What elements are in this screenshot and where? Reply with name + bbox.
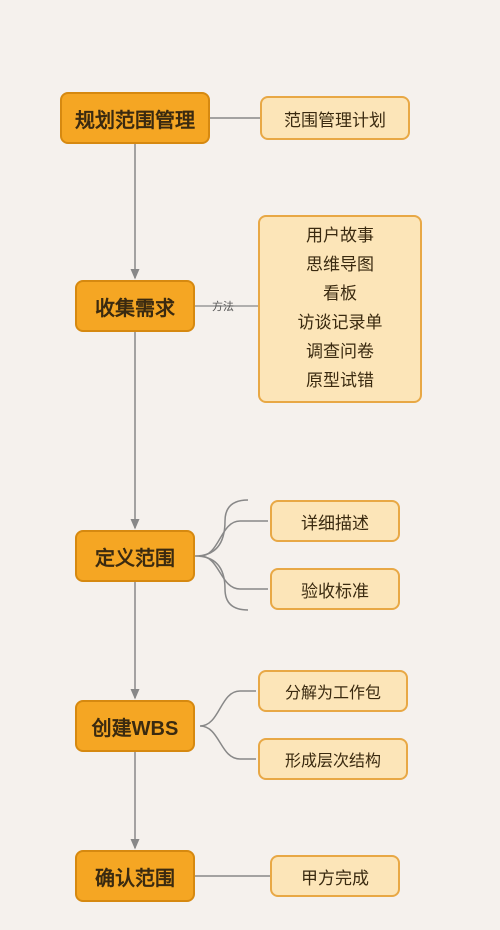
node-client-complete: 甲方完成 <box>270 855 400 897</box>
label: 验收标准 <box>301 577 369 602</box>
node-requirements-methods: 用户故事 思维导图 看板 访谈记录单 调查问卷 原型试错 <box>258 215 422 403</box>
label: 收集需求 <box>95 292 175 321</box>
line: 原型试错 <box>306 367 374 396</box>
label: 分解为工作包 <box>285 679 381 703</box>
label: 创建WBS <box>92 712 179 741</box>
line: 看板 <box>323 280 357 309</box>
label: 详细描述 <box>301 509 369 534</box>
node-detailed-description: 详细描述 <box>270 500 400 542</box>
label: 范围管理计划 <box>284 106 386 131</box>
node-define-scope: 定义范围 <box>75 530 195 582</box>
brace-n4-path <box>200 691 256 759</box>
label: 甲方完成 <box>301 864 369 889</box>
brace-n3 <box>195 500 248 610</box>
node-collect-requirements: 收集需求 <box>75 280 195 332</box>
node-create-wbs: 创建WBS <box>75 700 195 752</box>
node-acceptance-criteria: 验收标准 <box>270 568 400 610</box>
node-form-hierarchy: 形成层次结构 <box>258 738 408 780</box>
node-plan-scope-management: 规划范围管理 <box>60 92 210 144</box>
label: 规划范围管理 <box>75 104 195 133</box>
node-confirm-scope: 确认范围 <box>75 850 195 902</box>
node-scope-management-plan: 范围管理计划 <box>260 96 410 140</box>
label: 确认范围 <box>95 862 175 891</box>
label: 定义范围 <box>95 542 175 571</box>
line: 调查问卷 <box>306 338 374 367</box>
brace-n3-path <box>200 521 268 589</box>
line: 用户故事 <box>306 222 374 251</box>
edge-label-method: 方法 <box>212 298 234 314</box>
line: 访谈记录单 <box>298 309 383 338</box>
line: 思维导图 <box>306 251 374 280</box>
label: 形成层次结构 <box>285 747 381 771</box>
node-decompose-work-packages: 分解为工作包 <box>258 670 408 712</box>
